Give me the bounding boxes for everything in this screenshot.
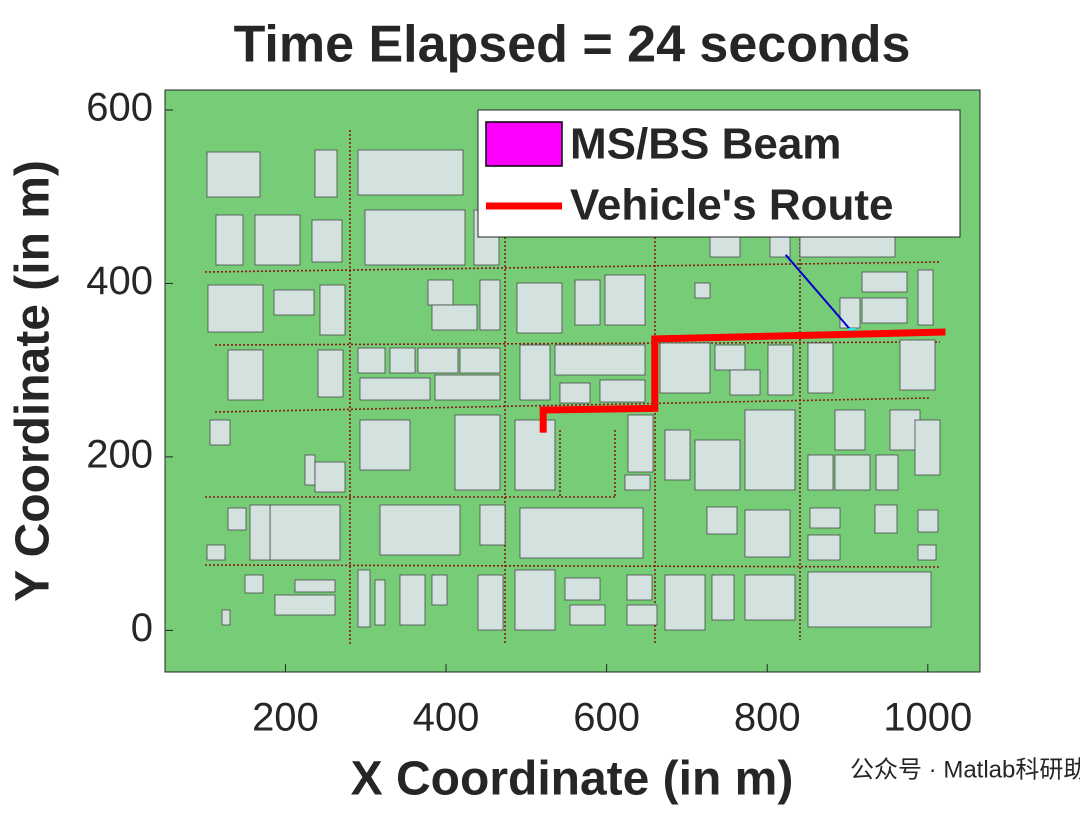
streets: [204, 130, 941, 645]
watermark: 公众号 · Matlab科研助手: [850, 756, 1080, 783]
x-tick-label: 400: [413, 696, 480, 740]
route-line: [539, 328, 946, 433]
y-tick-label: 200: [86, 432, 153, 476]
legend-label: Vehicle's Route: [570, 181, 893, 230]
legend-box: [477, 109, 961, 238]
buildings: [206, 149, 941, 631]
legend-swatch: [485, 121, 563, 167]
x-tick-label: 1000: [883, 696, 972, 740]
x-tick-label: 200: [252, 696, 319, 740]
y-axis-label: Y Coordinate (in m): [7, 160, 60, 602]
x-tick-label: 600: [573, 696, 640, 740]
y-tick-label: 600: [86, 86, 153, 130]
beam-line: [784, 254, 854, 333]
chart-title: Time Elapsed = 24 seconds: [234, 16, 911, 74]
y-tick-label: 400: [86, 259, 153, 303]
legend-label: MS/BS Beam: [570, 120, 841, 169]
x-axis-label: X Coordinate (in m): [351, 753, 794, 806]
legend: MS/BS Beam Vehicle's Route: [477, 109, 961, 238]
y-tick-label: 0: [131, 606, 153, 650]
x-tick-label: 800: [734, 696, 801, 740]
data-layer: [539, 254, 946, 433]
